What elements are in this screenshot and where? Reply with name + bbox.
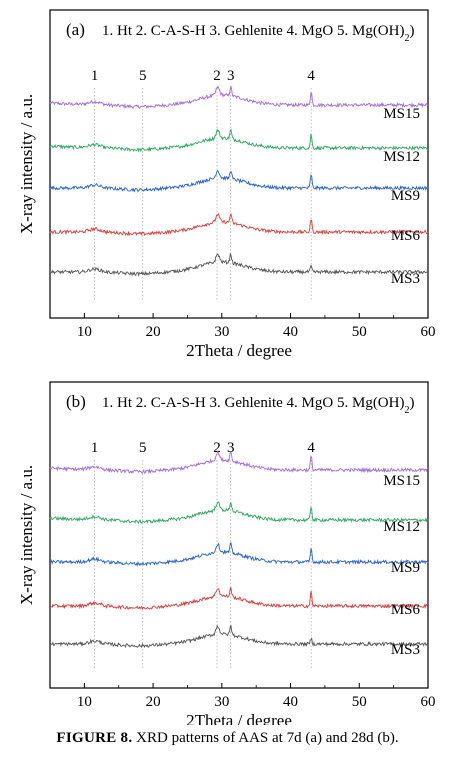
x-axis-label: 2Theta / degree xyxy=(186,341,292,360)
series-line-MS9 xyxy=(49,542,429,567)
peak-marker-4: 4 xyxy=(307,68,315,84)
x-tick-label: 10 xyxy=(77,324,92,340)
x-tick-label: 10 xyxy=(77,694,92,710)
series-line-MS15 xyxy=(49,85,429,110)
peak-marker-2: 2 xyxy=(213,440,221,456)
plot-frame xyxy=(49,381,429,689)
series-label-MS3: MS3 xyxy=(391,642,420,658)
panel-label: (b) xyxy=(66,392,86,411)
series-line-MS6 xyxy=(49,212,429,237)
panel-label: (a) xyxy=(66,20,85,39)
peak-marker-3: 3 xyxy=(227,440,235,456)
peak-marker-3: 3 xyxy=(227,68,235,84)
y-axis-label: X-ray intensity / a.u. xyxy=(17,465,36,605)
series-label-MS15: MS15 xyxy=(383,473,420,489)
series-label-MS12: MS12 xyxy=(383,149,420,165)
xrd-figure: (a) 1. Ht 2. C-A-S-H 3. Gehlenite 4. MgO … xyxy=(17,9,436,725)
x-tick-label: 30 xyxy=(214,694,229,710)
x-tick-label: 60 xyxy=(421,324,436,340)
legend-text: 1. Ht 2. C-A-S-H 3. Gehlenite 4. MgO 5. … xyxy=(102,23,414,44)
peak-marker-4: 4 xyxy=(307,440,315,456)
peak-marker-5: 5 xyxy=(139,68,147,84)
peak-marker-5: 5 xyxy=(139,440,147,456)
chart-panel-0: (a) 1. Ht 2. C-A-S-H 3. Gehlenite 4. MgO … xyxy=(17,9,436,360)
x-tick-label: 20 xyxy=(146,324,161,340)
series-label-MS15: MS15 xyxy=(383,106,420,122)
peak-marker-2: 2 xyxy=(213,68,221,84)
series-label-MS9: MS9 xyxy=(391,560,420,576)
series-line-MS3 xyxy=(49,253,429,278)
series-line-MS9 xyxy=(49,170,429,193)
figure-caption: FIGURE 8. XRD patterns of AAS at 7d (a) … xyxy=(0,730,455,747)
peak-marker-1: 1 xyxy=(91,68,99,84)
x-tick-label: 50 xyxy=(352,324,367,340)
chart-panel-1: (b) 1. Ht 2. C-A-S-H 3. Gehlenite 4. MgO … xyxy=(17,381,436,725)
x-tick-label: 20 xyxy=(146,694,161,710)
caption-text: XRD patterns of AAS at 7d (a) and 28d (b… xyxy=(136,730,399,746)
series-label-MS9: MS9 xyxy=(391,188,420,204)
series-line-MS6 xyxy=(49,587,429,611)
x-tick-label: 40 xyxy=(283,694,298,710)
legend-text: 1. Ht 2. C-A-S-H 3. Gehlenite 4. MgO 5. … xyxy=(102,395,414,416)
series-line-MS12 xyxy=(49,501,429,524)
plot-frame xyxy=(49,9,429,319)
peak-marker-1: 1 xyxy=(91,440,99,456)
x-tick-label: 50 xyxy=(352,694,367,710)
x-tick-label: 40 xyxy=(283,324,298,340)
series-line-MS15 xyxy=(49,450,429,475)
series-label-MS12: MS12 xyxy=(383,519,420,535)
series-label-MS6: MS6 xyxy=(391,602,421,618)
y-axis-label: X-ray intensity / a.u. xyxy=(17,94,36,234)
series-label-MS3: MS3 xyxy=(391,271,420,287)
x-tick-label: 60 xyxy=(421,694,436,710)
caption-label: FIGURE 8. xyxy=(56,730,133,746)
series-label-MS6: MS6 xyxy=(391,228,421,244)
x-axis-label: 2Theta / degree xyxy=(186,711,292,725)
series-line-MS3 xyxy=(49,624,429,649)
series-line-MS12 xyxy=(49,128,428,153)
x-tick-label: 30 xyxy=(214,324,229,340)
